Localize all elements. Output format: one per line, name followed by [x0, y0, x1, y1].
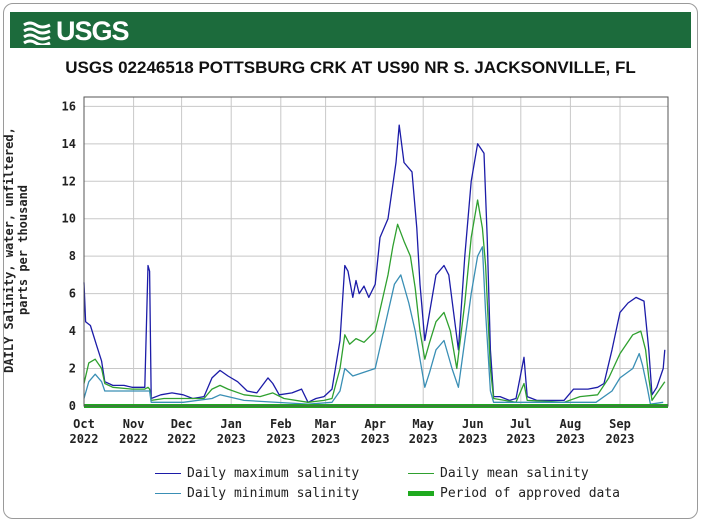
series-line-2: [83, 199, 666, 403]
legend-swatch: [408, 491, 434, 496]
y-tick-label: 0: [69, 399, 76, 413]
y-tick-label: 2: [69, 362, 76, 376]
x-tick-label-month: Jan: [220, 417, 242, 431]
y-tick-label: 4: [69, 324, 76, 338]
series-line-1: [83, 124, 666, 403]
x-tick-label-month: Oct: [73, 417, 95, 431]
x-tick-label-month: Nov: [123, 417, 145, 431]
x-tick-label-month: Dec: [171, 417, 193, 431]
x-tick-label-year: 2022: [167, 432, 196, 446]
x-tick-label-month: Jul: [510, 417, 532, 431]
y-tick-label: 12: [62, 174, 76, 188]
legend-item: Period of approved data: [408, 486, 620, 501]
legend-label: Period of approved data: [440, 486, 621, 501]
x-tick-label-month: Feb: [270, 417, 292, 431]
x-tick-label-month: Jun: [462, 417, 484, 431]
legend-item: Daily mean salinity: [408, 466, 589, 481]
legend-item: Daily minimum salinity: [155, 486, 359, 501]
y-tick-label: 14: [62, 137, 76, 151]
x-tick-label-year: 2023: [217, 432, 246, 446]
usgs-logo: USGS: [22, 16, 130, 47]
legend-label: Daily minimum salinity: [187, 486, 360, 501]
chart-legend: Daily maximum salinity Daily mean salinit…: [155, 466, 675, 506]
chart-title: USGS 02246518 POTTSBURG CRK AT US90 NR S…: [65, 58, 636, 77]
x-tick-label-year: 2023: [361, 432, 390, 446]
x-tick-label-month: Apr: [364, 417, 386, 431]
legend-label: Daily maximum salinity: [187, 466, 360, 481]
usgs-banner: USGS: [10, 12, 691, 48]
x-tick-label-month: Sep: [609, 417, 631, 431]
usgs-logo-text: USGS: [56, 16, 130, 46]
legend-label: Daily mean salinity: [440, 466, 589, 481]
x-tick-label-year: 2022: [70, 432, 99, 446]
x-tick-label-year: 2023: [556, 432, 585, 446]
x-tick-label-year: 2022: [119, 432, 148, 446]
x-tick-label-month: Mar: [315, 417, 337, 431]
salinity-chart: 0246810121416Oct2022Nov2022Dec2022Jan202…: [62, 96, 669, 446]
y-tick-label: 10: [62, 212, 76, 226]
x-tick-label-year: 2023: [458, 432, 487, 446]
y-tick-label: 16: [62, 99, 76, 113]
x-tick-label-year: 2023: [409, 432, 438, 446]
plot-border: [83, 96, 669, 407]
x-tick-label-month: Aug: [560, 417, 582, 431]
x-tick-label-year: 2023: [506, 432, 535, 446]
y-tick-label: 6: [69, 287, 76, 301]
legend-item: Daily maximum salinity: [155, 466, 359, 481]
usgs-wave-icon: [23, 21, 51, 45]
legend-swatch: [155, 493, 181, 494]
x-tick-label-year: 2023: [266, 432, 295, 446]
legend-swatch: [155, 473, 181, 474]
x-tick-label-year: 2023: [311, 432, 340, 446]
x-tick-label-month: May: [412, 417, 434, 431]
legend-swatch: [408, 473, 434, 474]
series-line-3: [83, 246, 664, 405]
y-tick-label: 8: [69, 249, 76, 263]
x-tick-label-year: 2023: [606, 432, 635, 446]
